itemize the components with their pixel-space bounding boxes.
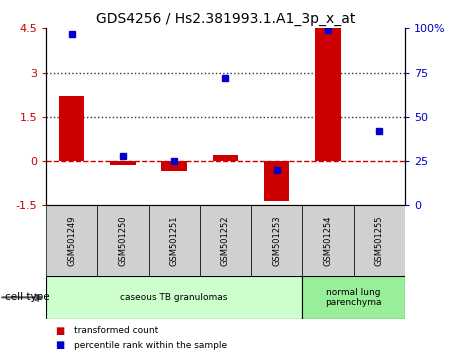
Bar bbox=[148, 205, 199, 276]
Text: ■: ■ bbox=[55, 326, 64, 336]
Bar bbox=[302, 276, 404, 319]
Text: percentile rank within the sample: percentile rank within the sample bbox=[73, 341, 226, 350]
Title: GDS4256 / Hs2.381993.1.A1_3p_x_at: GDS4256 / Hs2.381993.1.A1_3p_x_at bbox=[95, 12, 354, 26]
Bar bbox=[263, 161, 289, 201]
Bar bbox=[251, 205, 302, 276]
Bar bbox=[314, 28, 340, 161]
Text: cell type: cell type bbox=[5, 292, 49, 302]
Bar bbox=[59, 96, 84, 161]
Bar bbox=[110, 161, 135, 166]
Text: GSM501252: GSM501252 bbox=[220, 216, 230, 266]
Bar bbox=[199, 205, 251, 276]
Text: GSM501250: GSM501250 bbox=[118, 216, 127, 266]
Text: caseous TB granulomas: caseous TB granulomas bbox=[120, 293, 227, 302]
Bar bbox=[302, 205, 353, 276]
Text: GSM501255: GSM501255 bbox=[374, 216, 383, 266]
Text: transformed count: transformed count bbox=[73, 326, 157, 336]
Text: GSM501251: GSM501251 bbox=[169, 216, 178, 266]
Text: normal lung
parenchyma: normal lung parenchyma bbox=[325, 288, 381, 307]
Text: GSM501249: GSM501249 bbox=[67, 216, 76, 266]
Bar bbox=[46, 205, 97, 276]
Bar bbox=[212, 155, 238, 161]
Text: GSM501253: GSM501253 bbox=[272, 215, 280, 266]
Bar bbox=[46, 276, 302, 319]
Bar bbox=[161, 161, 186, 171]
Bar bbox=[353, 205, 404, 276]
Text: ■: ■ bbox=[55, 340, 64, 350]
Bar bbox=[97, 205, 148, 276]
Text: GSM501254: GSM501254 bbox=[323, 216, 332, 266]
